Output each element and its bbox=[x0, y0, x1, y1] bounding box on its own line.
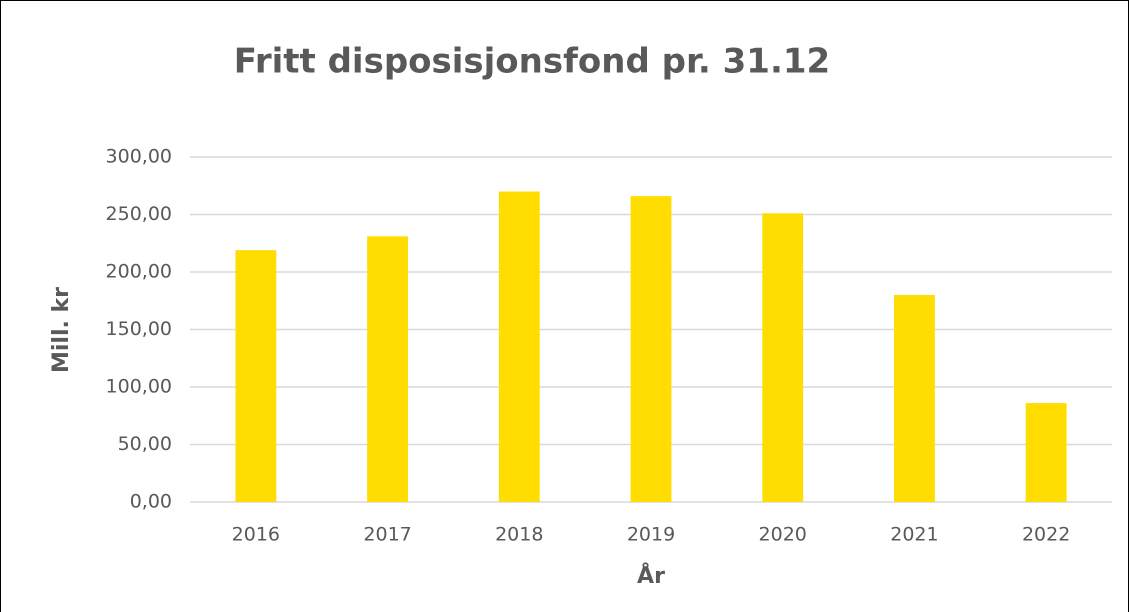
y-tick-label: 100,00 bbox=[106, 376, 172, 398]
x-tick-label: 2017 bbox=[363, 524, 411, 546]
x-tick-label: 2022 bbox=[1022, 524, 1070, 546]
x-tick-label: 2020 bbox=[759, 524, 807, 546]
y-tick-label: 250,00 bbox=[106, 203, 172, 225]
y-tick-label: 150,00 bbox=[106, 318, 172, 340]
bar bbox=[235, 250, 277, 502]
x-tick-label: 2021 bbox=[890, 524, 938, 546]
bar bbox=[367, 236, 408, 502]
x-axis-title: År bbox=[637, 563, 665, 589]
bar bbox=[1025, 403, 1067, 502]
bar bbox=[762, 213, 804, 502]
chart-title: Fritt disposisjonsfond pr. 31.12 bbox=[234, 42, 830, 82]
bar bbox=[894, 295, 935, 502]
y-tick-label: 200,00 bbox=[106, 261, 172, 283]
bar bbox=[630, 196, 672, 502]
y-axis-title: Mill. kr bbox=[49, 287, 74, 373]
y-tick-label: 0,00 bbox=[130, 491, 172, 513]
x-tick-label: 2019 bbox=[627, 524, 675, 546]
x-tick-label: 2016 bbox=[232, 524, 280, 546]
x-tick-label: 2018 bbox=[495, 524, 543, 546]
y-tick-label: 300,00 bbox=[106, 146, 172, 168]
bar bbox=[498, 191, 540, 502]
y-tick-label: 50,00 bbox=[118, 433, 172, 455]
